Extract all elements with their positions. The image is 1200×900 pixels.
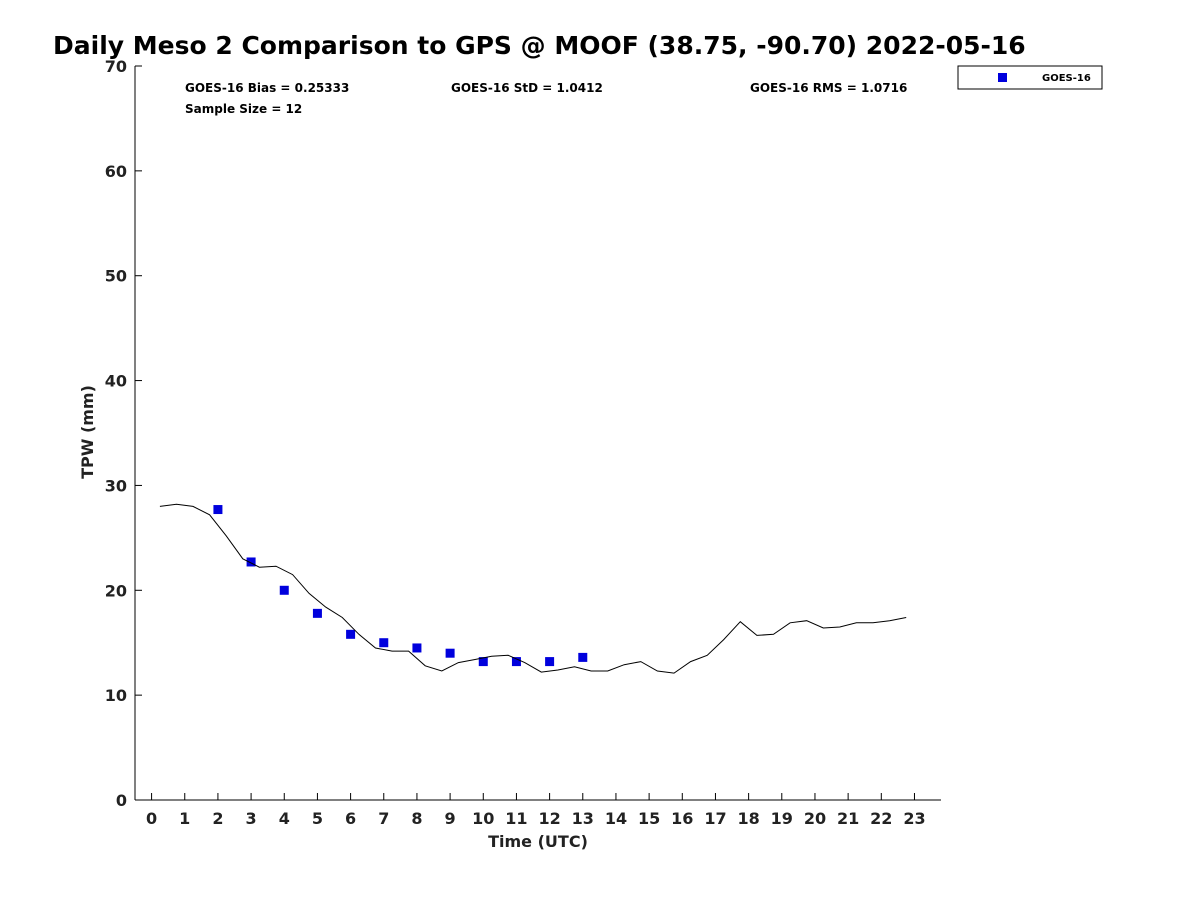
goes16-point	[478, 657, 488, 667]
x-tick-label: 14	[605, 809, 627, 828]
goes16-point	[279, 585, 289, 595]
x-tick-label: 18	[737, 809, 759, 828]
x-tick-label: 2	[212, 809, 223, 828]
goes16-point	[312, 608, 322, 618]
legend-marker	[998, 73, 1007, 82]
y-axis-label: TPW (mm)	[78, 385, 97, 479]
x-tick-label: 5	[312, 809, 323, 828]
x-axis-label: Time (UTC)	[488, 832, 588, 851]
y-tick-label: 20	[105, 581, 127, 600]
y-tick-label: 60	[105, 162, 127, 181]
y-tick-label: 0	[116, 791, 127, 810]
stat-std: GOES-16 StD = 1.0412	[451, 81, 603, 95]
y-tick-label: 30	[105, 476, 127, 495]
stat-sample-size: Sample Size = 12	[185, 102, 302, 116]
x-tick-label: 16	[671, 809, 693, 828]
goes16-point	[578, 652, 588, 662]
x-tick-label: 21	[837, 809, 859, 828]
goes16-point	[412, 643, 422, 653]
x-tick-label: 23	[903, 809, 925, 828]
x-tick-label: 0	[146, 809, 157, 828]
legend: GOES-16	[957, 65, 1103, 90]
x-tick-label: 17	[704, 809, 726, 828]
stat-rms: GOES-16 RMS = 1.0716	[750, 81, 907, 95]
legend-box	[957, 65, 1103, 90]
x-tick-label: 1	[179, 809, 190, 828]
goes16-point	[445, 648, 455, 658]
plot-area: 0 1 2 3 4 5 6 7 8 9 10 11 12 13 14 15 16 17 18 19 20 21 22 2301…	[105, 57, 941, 828]
x-tick-label: 12	[538, 809, 560, 828]
goes16-point	[246, 557, 256, 567]
goes16-point	[346, 629, 356, 639]
x-tick-label: 13	[572, 809, 594, 828]
y-tick-label: 40	[105, 372, 127, 391]
gps-tpw-line	[159, 503, 907, 674]
y-tick-label: 50	[105, 267, 127, 286]
x-tick-label: 15	[638, 809, 660, 828]
x-tick-label: 8	[411, 809, 422, 828]
x-tick-label: 11	[505, 809, 527, 828]
goes16-point	[511, 657, 521, 667]
x-tick-label: 9	[445, 809, 456, 828]
x-tick-label: 22	[870, 809, 892, 828]
goes16-point	[545, 657, 555, 667]
x-tick-label: 20	[804, 809, 826, 828]
y-tick-label: 10	[105, 686, 127, 705]
x-tick-label: 19	[771, 809, 793, 828]
x-tick-label: 6	[345, 809, 356, 828]
goes16-point	[213, 505, 223, 515]
chart-title: Daily Meso 2 Comparison to GPS @ MOOF (3…	[53, 31, 1026, 60]
x-tick-label: 10	[472, 809, 494, 828]
x-tick-label: 4	[279, 809, 290, 828]
goes16-point	[379, 638, 389, 648]
legend-label: GOES-16	[1042, 73, 1091, 84]
x-tick-label: 7	[378, 809, 389, 828]
y-tick-label: 70	[105, 57, 127, 76]
stat-bias: GOES-16 Bias = 0.25333	[185, 81, 349, 95]
x-tick-label: 3	[246, 809, 257, 828]
